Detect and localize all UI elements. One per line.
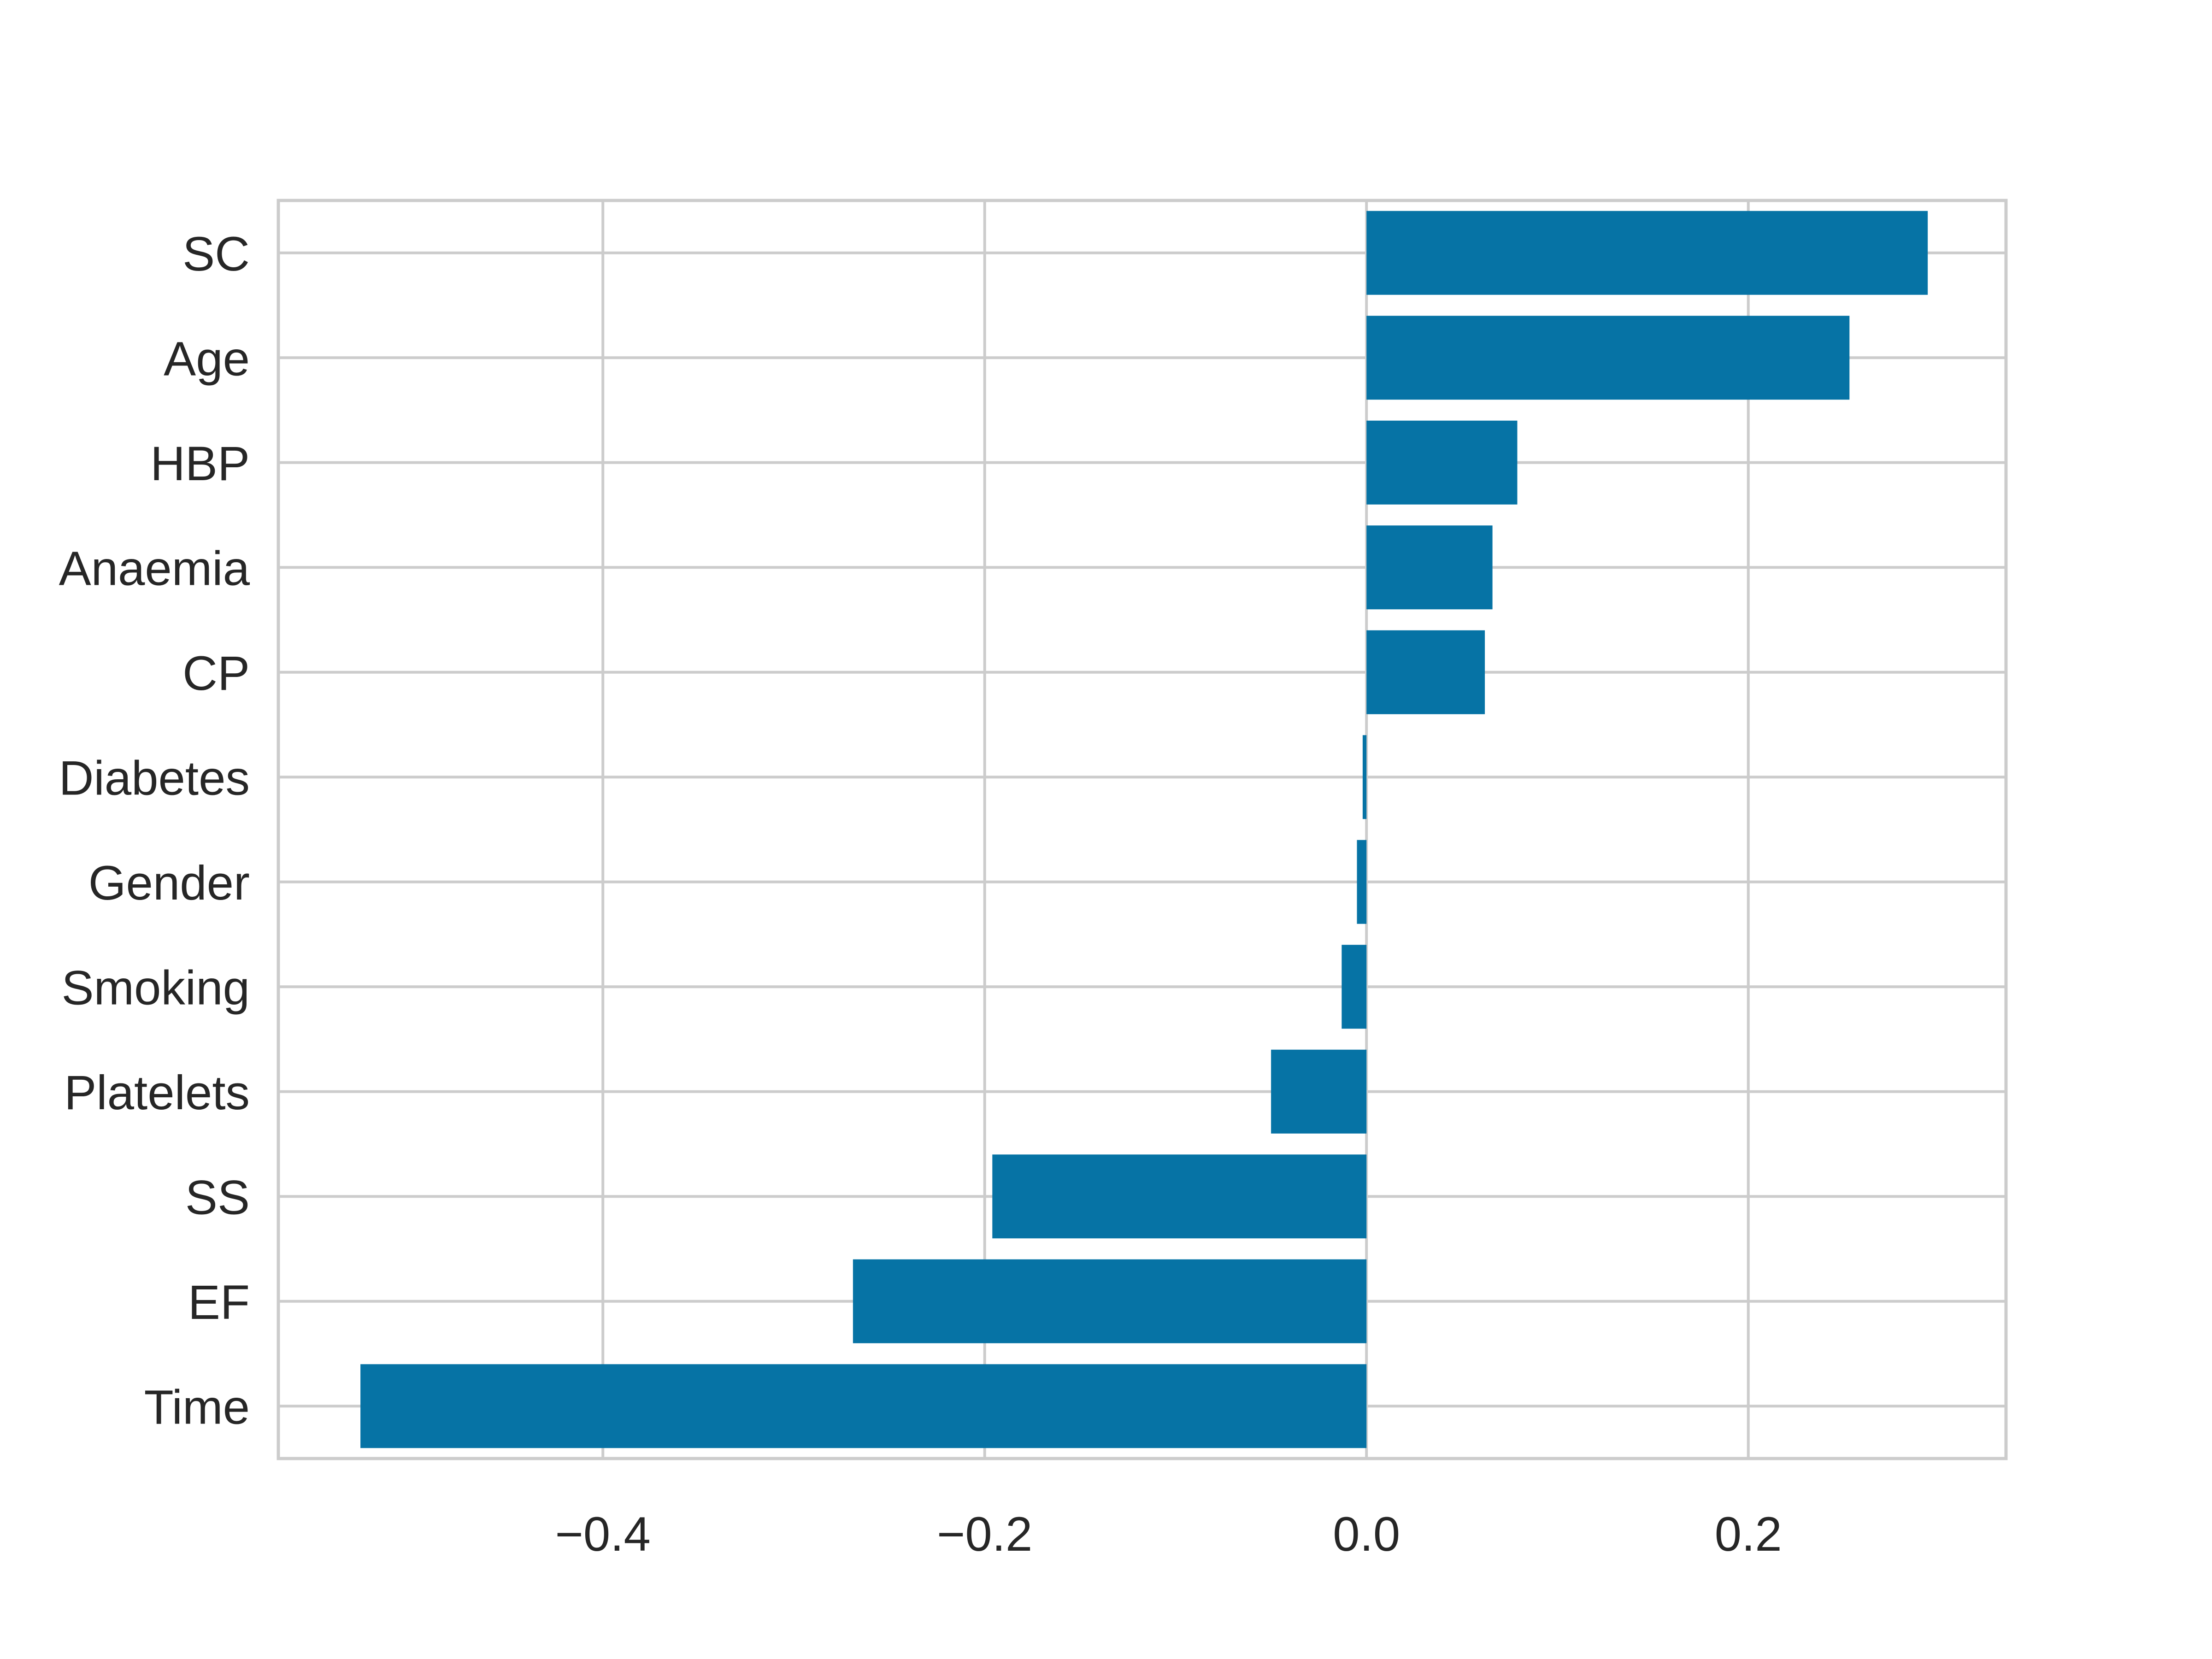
y-tick-label: Smoking xyxy=(61,961,250,1015)
y-tick-label: Diabetes xyxy=(59,751,250,805)
bar-cp xyxy=(1366,630,1485,714)
y-tick-label: Gender xyxy=(88,856,250,910)
bar-sc xyxy=(1366,211,1928,295)
bar-diabetes xyxy=(1362,735,1367,819)
bar-ef xyxy=(853,1259,1367,1343)
x-tick-label: −0.4 xyxy=(555,1507,651,1561)
y-tick-label: SC xyxy=(182,227,250,281)
bar-gender xyxy=(1357,840,1367,924)
bar-anaemia xyxy=(1366,525,1493,610)
x-tick-label: −0.2 xyxy=(937,1507,1032,1561)
bar-time xyxy=(360,1364,1367,1448)
bars xyxy=(360,211,1928,1448)
y-tick-labels: SC Age HBP Anaemia CP Diabetes Gender Smoking Pl… xyxy=(59,227,250,1435)
y-tick-label: HBP xyxy=(150,437,250,491)
x-tick-label: 0.2 xyxy=(1715,1507,1782,1561)
y-tick-label: SS xyxy=(185,1171,250,1224)
y-tick-label: Platelets xyxy=(64,1066,250,1120)
y-tick-label: Age xyxy=(164,332,250,386)
y-tick-label: Anaemia xyxy=(59,541,250,595)
plot-frame xyxy=(276,199,2008,1460)
x-tick-label: 0.0 xyxy=(1333,1507,1400,1561)
bar-ss xyxy=(992,1154,1367,1239)
y-tick-label: Time xyxy=(144,1380,250,1434)
bar-hbp xyxy=(1366,420,1518,505)
y-tick-label: EF xyxy=(188,1276,250,1330)
bar-smoking xyxy=(1341,945,1367,1029)
bar-platelets xyxy=(1271,1049,1367,1134)
x-tick-labels: −0.4 −0.2 0.0 0.2 xyxy=(555,1507,1782,1561)
y-tick-label: CP xyxy=(182,647,250,700)
bar-age xyxy=(1366,316,1850,400)
